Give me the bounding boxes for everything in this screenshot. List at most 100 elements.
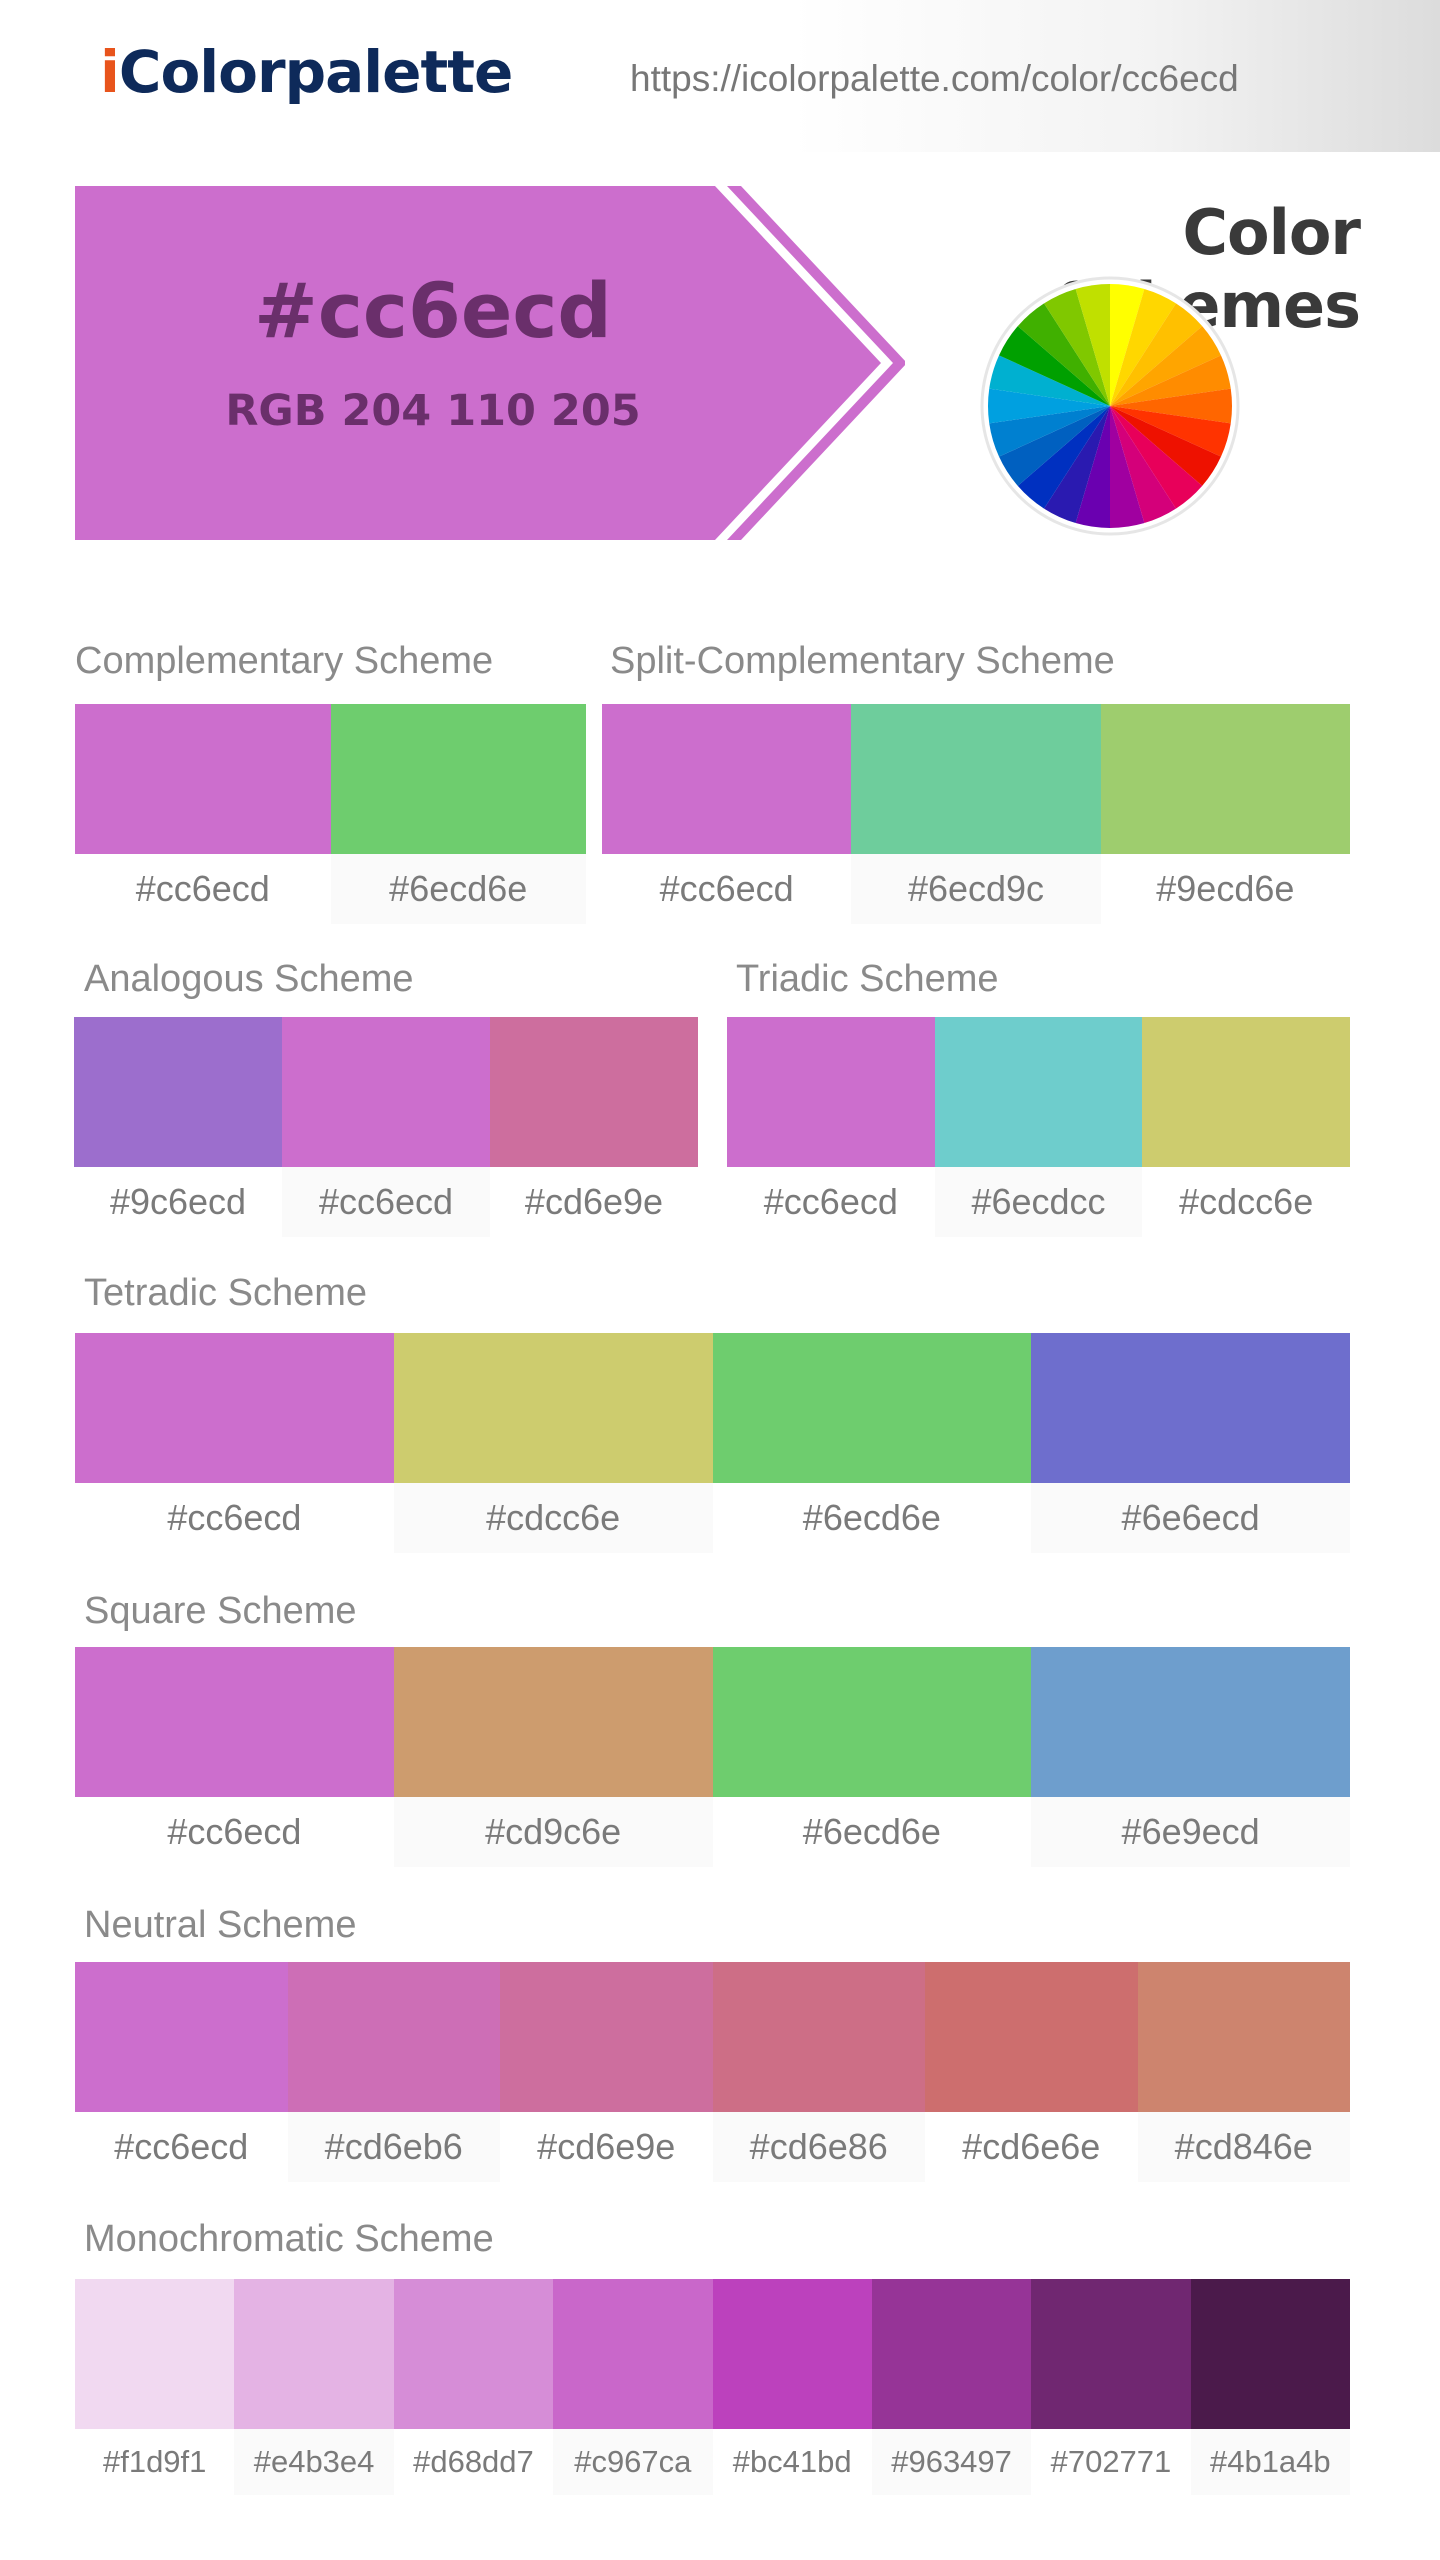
tetradic-color-1[interactable]: #cc6ecd: [75, 1333, 394, 1553]
color-swatch[interactable]: [934, 1017, 1143, 1167]
complementary-color-2[interactable]: #6ecd6e: [330, 704, 586, 924]
color-swatch[interactable]: [75, 1962, 288, 2112]
color-swatch[interactable]: [712, 2279, 872, 2429]
complementary-title: Complementary Scheme: [75, 640, 494, 682]
logo-text: Colorpalette: [118, 38, 513, 106]
monochromatic-color-5[interactable]: #bc41bd: [712, 2279, 872, 2495]
monochromatic-color-7[interactable]: #702771: [1031, 2279, 1191, 2495]
monochromatic-color-1[interactable]: #f1d9f1: [75, 2279, 235, 2495]
monochromatic-color-3[interactable]: #d68dd7: [393, 2279, 554, 2495]
monochromatic-color-6[interactable]: #963497: [871, 2279, 1032, 2495]
square-color-4[interactable]: #6e9ecd: [1031, 1647, 1350, 1867]
color-swatch[interactable]: [1031, 1647, 1350, 1797]
wheel-segment: [1110, 303, 1203, 406]
neutral-color-2[interactable]: #cd6eb6: [287, 1962, 500, 2182]
color-swatch[interactable]: [727, 1017, 935, 1167]
neutral-color-4[interactable]: #cd6e86: [712, 1962, 925, 2182]
color-hex-label: #6e9ecd: [1031, 1797, 1350, 1867]
monochromatic-color-4[interactable]: #c967ca: [553, 2279, 713, 2495]
tetradic-color-4[interactable]: #6e6ecd: [1031, 1333, 1350, 1553]
square-color-1[interactable]: #cc6ecd: [75, 1647, 394, 1867]
color-hex-label: #4b1a4b: [1190, 2429, 1350, 2495]
color-swatch[interactable]: [712, 1333, 1032, 1483]
color-hex-label: #cd6e6e: [962, 2126, 1101, 2167]
analogous-color-2[interactable]: #cc6ecd: [282, 1017, 490, 1237]
color-swatch[interactable]: [851, 704, 1101, 854]
color-swatch[interactable]: [75, 2279, 235, 2429]
triadic-row: #cc6ecd #6ecdcc #cdcc6e: [727, 1017, 1351, 1237]
split-color-1[interactable]: #cc6ecd: [602, 704, 852, 924]
hero-rgb-value: RGB 204 110 205: [225, 386, 641, 436]
color-swatch[interactable]: [234, 2279, 394, 2429]
analogous-color-3[interactable]: #cd6e9e: [490, 1017, 698, 1237]
color-hex-label: #cd846e: [1137, 2112, 1350, 2182]
hero-arrow-shape: [75, 186, 905, 540]
wheel-segment: [1110, 406, 1176, 524]
wheel-segment: [1017, 303, 1110, 406]
color-swatch[interactable]: [75, 1333, 394, 1483]
color-swatch[interactable]: [1031, 2279, 1191, 2429]
monochromatic-color-8[interactable]: #4b1a4b: [1190, 2279, 1350, 2495]
wheel-segment: [1110, 406, 1231, 457]
triadic-color-2[interactable]: #6ecdcc: [934, 1017, 1143, 1237]
color-swatch[interactable]: [871, 2279, 1032, 2429]
triadic-color-3[interactable]: #cdcc6e: [1142, 1017, 1351, 1237]
neutral-color-3[interactable]: #cd6e9e: [500, 1962, 713, 2182]
color-swatch[interactable]: [1031, 1333, 1350, 1483]
color-swatch[interactable]: [282, 1017, 490, 1167]
analogous-row: #9c6ecd #cc6ecd #cd6e9e: [74, 1017, 698, 1237]
site-logo[interactable]: iColorpalette: [100, 38, 513, 106]
color-swatch[interactable]: [393, 1647, 713, 1797]
color-swatch[interactable]: [74, 1017, 282, 1167]
tetradic-color-3[interactable]: #6ecd6e: [712, 1333, 1032, 1553]
analogous-color-1[interactable]: #9c6ecd: [74, 1017, 282, 1237]
color-swatch[interactable]: [287, 1962, 500, 2112]
color-hex-label: #cc6ecd: [659, 868, 794, 909]
tetradic-title: Tetradic Scheme: [84, 1272, 368, 1314]
color-swatch[interactable]: [712, 1647, 1032, 1797]
color-swatch[interactable]: [75, 704, 331, 854]
color-hex-label: #cc6ecd: [763, 1181, 898, 1222]
wheel-segment: [999, 326, 1110, 406]
neutral-color-5[interactable]: #cd6e6e: [925, 1962, 1138, 2182]
color-swatch[interactable]: [925, 1962, 1138, 2112]
color-swatch[interactable]: [1137, 1962, 1350, 2112]
tetradic-color-2[interactable]: #cdcc6e: [393, 1333, 713, 1553]
color-swatch[interactable]: [393, 2279, 554, 2429]
logo-i: i: [100, 38, 120, 106]
color-hex-label: #bc41bd: [732, 2444, 852, 2479]
analogous-title: Analogous Scheme: [84, 958, 414, 1000]
square-color-2[interactable]: #cd9c6e: [393, 1647, 713, 1867]
wheel-segment: [1110, 326, 1221, 406]
complementary-color-1[interactable]: #cc6ecd: [75, 704, 331, 924]
color-swatch[interactable]: [712, 1962, 925, 2112]
wheel-segment: [1110, 284, 1145, 406]
split-color-2[interactable]: #6ecd9c: [851, 704, 1101, 924]
square-color-3[interactable]: #6ecd6e: [712, 1647, 1032, 1867]
color-hex-label: #e4b3e4: [234, 2429, 394, 2495]
wheel-segment: [1075, 406, 1110, 528]
square-title: Square Scheme: [84, 1590, 357, 1632]
color-swatch[interactable]: [553, 2279, 713, 2429]
color-hex-label: #9ecd6e: [1156, 868, 1295, 909]
wheel-segment: [989, 406, 1110, 457]
triadic-color-1[interactable]: #cc6ecd: [727, 1017, 935, 1237]
color-swatch[interactable]: [500, 1962, 713, 2112]
color-swatch[interactable]: [1100, 704, 1350, 854]
color-hex-label: #cd6e9e: [524, 1181, 664, 1222]
neutral-color-1[interactable]: #cc6ecd: [75, 1962, 288, 2182]
color-swatch[interactable]: [1142, 1017, 1351, 1167]
color-swatch[interactable]: [75, 1647, 394, 1797]
split-color-3[interactable]: #9ecd6e: [1100, 704, 1350, 924]
color-swatch[interactable]: [602, 704, 852, 854]
color-swatch[interactable]: [330, 704, 586, 854]
color-swatch[interactable]: [393, 1333, 713, 1483]
page-url[interactable]: https://icolorpalette.com/color/cc6ecd: [630, 58, 1239, 99]
neutral-color-6[interactable]: #cd846e: [1137, 1962, 1350, 2182]
wheel-segment: [1075, 284, 1110, 406]
color-swatch[interactable]: [490, 1017, 698, 1167]
monochromatic-color-2[interactable]: #e4b3e4: [234, 2279, 394, 2495]
color-hex-label: #cd9c6e: [393, 1797, 713, 1867]
wheel-segment: [1110, 406, 1145, 528]
color-swatch[interactable]: [1190, 2279, 1350, 2429]
